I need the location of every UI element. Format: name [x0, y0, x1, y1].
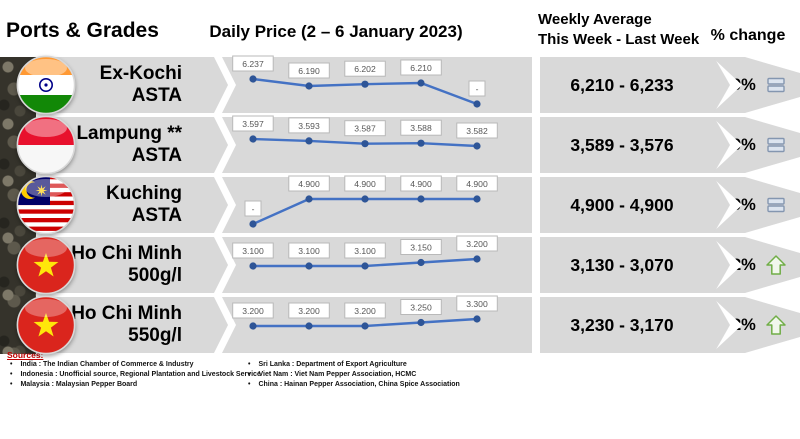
weekly-average-header-line1: Weekly Average — [538, 11, 652, 28]
trend-icon-slot — [766, 75, 786, 95]
percent-change-value: 0% — [732, 195, 756, 214]
flag-indonesia-icon — [16, 115, 76, 175]
source-item: Sri Lanka : Department of Export Agricul… — [248, 360, 460, 370]
daily-price-sparkline: 3.200 3.200 3.200 3.250 3.300 — [232, 295, 498, 353]
svg-text:3.200: 3.200 — [242, 306, 264, 316]
percent-change-value: 2% — [732, 315, 756, 334]
svg-text:3.597: 3.597 — [242, 119, 264, 129]
weekly-average-cell: 6,210 - 6,233 — [540, 57, 730, 113]
weekly-average-cell: 3,589 - 3,576 — [540, 117, 730, 173]
svg-text:3.582: 3.582 — [466, 126, 488, 136]
up-arrow-icon — [766, 315, 786, 335]
svg-text:4.900: 4.900 — [466, 179, 488, 189]
percent-change-value: 0% — [732, 75, 756, 94]
svg-text:3.150: 3.150 — [410, 243, 432, 253]
sources-list-right: Sri Lanka : Department of Export Agricul… — [248, 360, 460, 390]
svg-text:6.202: 6.202 — [354, 64, 376, 74]
up-arrow-icon — [766, 255, 786, 275]
source-item: Viet Nam : Viet Nam Pepper Association, … — [248, 370, 460, 380]
svg-text:3.100: 3.100 — [242, 246, 264, 256]
grade-name: 500g/l — [128, 265, 182, 286]
percent-change-value: 0% — [732, 135, 756, 154]
weekly-average-header: Weekly Average This Week - Last Week — [538, 10, 699, 50]
svg-text:4.900: 4.900 — [298, 179, 320, 189]
trend-icon-slot — [766, 135, 786, 155]
trend-icon-slot — [766, 255, 786, 275]
sources-list-left: India : The Indian Chamber of Commerce &… — [10, 360, 261, 390]
svg-text:3.250: 3.250 — [410, 303, 432, 313]
svg-text:3.200: 3.200 — [354, 306, 376, 316]
svg-text:3.200: 3.200 — [298, 306, 320, 316]
daily-price-header: Daily Price (2 – 6 January 2023) — [209, 22, 463, 41]
port-name: Ho Chi Minh — [71, 303, 182, 324]
svg-text:3.100: 3.100 — [298, 246, 320, 256]
port-name: Ex-Kochi — [99, 63, 182, 84]
daily-price-sparkline: - 4.900 4.900 4.900 4.900 — [240, 175, 498, 233]
grade-name: ASTA — [131, 145, 182, 166]
percent-change-header: % change — [710, 27, 786, 44]
flag-india-icon — [16, 55, 76, 115]
weekly-average-cell: 3,230 - 3,170 — [540, 297, 730, 353]
table-row: Ex-Kochi ASTA 6.237 6.190 6.202 6.210 - 6,21… — [16, 55, 800, 115]
svg-text:4.900: 4.900 — [410, 179, 432, 189]
trend-icon-slot — [766, 315, 786, 335]
port-name: Ho Chi Minh — [71, 243, 182, 264]
svg-text:6.190: 6.190 — [298, 66, 320, 76]
weekly-average-header-line2: This Week - Last Week — [538, 31, 700, 48]
source-item: India : The Indian Chamber of Commerce &… — [10, 360, 261, 370]
port-name: Kuching — [106, 183, 182, 204]
flag-vietnam-icon — [16, 295, 76, 355]
svg-text:6.237: 6.237 — [242, 59, 264, 69]
weekly-average-cell: 4,900 - 4,900 — [540, 177, 730, 233]
table-row: Kuching ASTA - 4.900 4.900 4.900 4.900 4,900… — [16, 175, 800, 235]
daily-price-sparkline: 6.237 6.190 6.202 6.210 - — [232, 55, 490, 113]
source-item: Malaysia : Malaysian Pepper Board — [10, 380, 261, 390]
grade-name: ASTA — [131, 205, 182, 226]
svg-text:3.300: 3.300 — [466, 299, 488, 309]
port-name: Lampung ** — [76, 123, 182, 144]
svg-text:6.210: 6.210 — [410, 63, 432, 73]
source-item: China : Hainan Pepper Association, China… — [248, 380, 459, 390]
percent-change-value: 2% — [732, 255, 756, 274]
equal-icon — [766, 135, 786, 155]
ports-grades-header: Ports & Grades — [6, 19, 159, 42]
equal-icon — [766, 195, 786, 215]
trend-icon-slot — [766, 195, 786, 215]
svg-text:-: - — [252, 204, 255, 214]
svg-text:3.200: 3.200 — [466, 239, 488, 249]
grade-name: ASTA — [131, 85, 182, 106]
daily-price-sparkline: 3.597 3.593 3.587 3.588 3.582 — [232, 115, 498, 173]
daily-price-sparkline: 3.100 3.100 3.100 3.150 3.200 — [232, 235, 498, 293]
equal-icon — [766, 75, 786, 95]
source-item: Indonesia : Unofficial source, Regional … — [10, 370, 260, 380]
flag-vietnam-icon — [16, 235, 76, 295]
svg-text:3.593: 3.593 — [298, 121, 320, 131]
svg-text:3.100: 3.100 — [354, 246, 376, 256]
weekly-average-cell: 3,130 - 3,070 — [540, 237, 730, 293]
table-row: Ho Chi Minh 500g/l 3.100 3.100 3.100 3.150 3… — [16, 235, 800, 295]
svg-text:4.900: 4.900 — [354, 179, 376, 189]
grade-name: 550g/l — [128, 325, 182, 346]
svg-text:3.587: 3.587 — [354, 124, 376, 134]
table-row: Lampung ** ASTA 3.597 3.593 3.587 3.588 3.58… — [16, 115, 800, 175]
sources-heading: Sources: — [7, 350, 44, 360]
table-row: Ho Chi Minh 550g/l 3.200 3.200 3.200 3.250 3… — [16, 295, 800, 355]
svg-text:-: - — [476, 84, 479, 94]
flag-malaysia-icon — [16, 175, 76, 235]
svg-text:3.588: 3.588 — [410, 123, 432, 133]
